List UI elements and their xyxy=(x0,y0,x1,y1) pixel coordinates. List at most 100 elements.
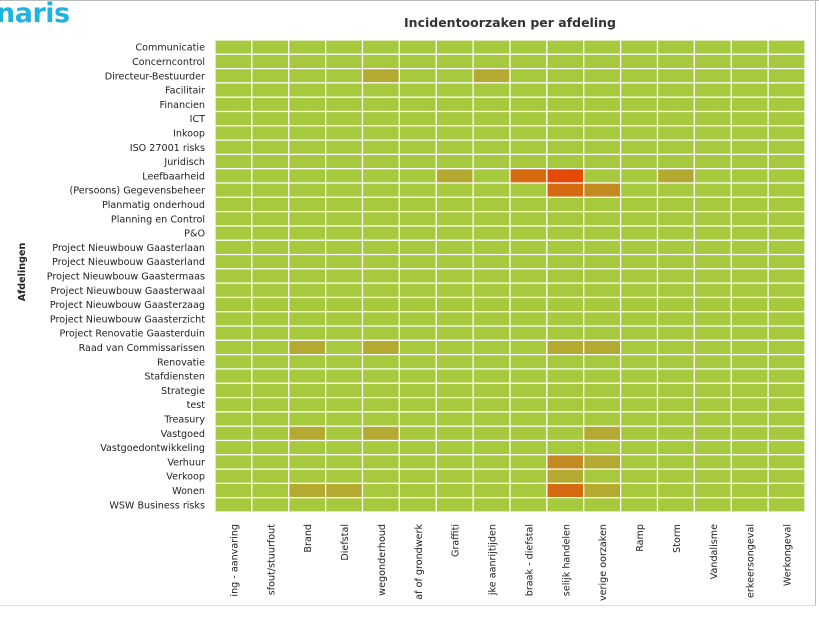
heatmap-cell xyxy=(730,411,769,427)
heatmap-cell xyxy=(435,168,474,184)
heatmap-cell xyxy=(361,68,400,84)
heatmap-cell xyxy=(214,325,253,341)
heatmap-cell xyxy=(288,53,327,70)
heatmap-cell xyxy=(620,497,659,513)
heatmap-cell xyxy=(288,296,327,313)
heatmap-cell xyxy=(509,153,548,170)
row-label: Verhuur xyxy=(167,457,205,468)
heatmap-cell xyxy=(251,182,290,198)
heatmap-cell xyxy=(361,482,400,499)
heatmap-cell xyxy=(435,311,474,327)
heatmap-cell xyxy=(251,497,290,513)
heatmap-cell xyxy=(509,497,548,513)
heatmap-cell xyxy=(693,153,732,170)
heatmap-cell xyxy=(435,153,474,170)
heatmap-cell xyxy=(656,53,695,70)
heatmap-cell xyxy=(398,325,437,341)
heatmap-cell xyxy=(693,368,732,384)
heatmap-cell xyxy=(251,311,290,327)
chart-title: Incidentoorzaken per afdeling xyxy=(404,15,616,30)
heatmap-cell xyxy=(472,325,511,341)
heatmap-cell xyxy=(472,454,511,470)
heatmap-cell xyxy=(509,211,548,227)
row-label: Communicatie xyxy=(135,43,205,54)
heatmap-cell xyxy=(398,282,437,299)
heatmap-cell xyxy=(583,339,622,356)
heatmap-cell xyxy=(361,139,400,156)
heatmap-cell xyxy=(509,396,548,413)
heatmap-cell xyxy=(398,125,437,141)
heatmap-cell xyxy=(251,168,290,184)
row-label: Project Nieuwbouw Gaasterzaag xyxy=(50,300,205,311)
heatmap-cell xyxy=(472,53,511,70)
heatmap-cell xyxy=(730,468,769,484)
heatmap-cell xyxy=(620,382,659,399)
heatmap-cell xyxy=(435,125,474,141)
heatmap-cell xyxy=(361,439,400,456)
column-label: erkeersongeval xyxy=(746,524,757,598)
heatmap-cell xyxy=(398,354,437,370)
heatmap-cell xyxy=(398,454,437,470)
heatmap-cell xyxy=(361,53,400,70)
heatmap-cell xyxy=(546,153,585,170)
heatmap-cell xyxy=(398,239,437,256)
heatmap-cell xyxy=(325,211,364,227)
heatmap-cell xyxy=(509,139,548,156)
heatmap-cell xyxy=(656,96,695,113)
heatmap-cell xyxy=(730,82,769,98)
column-label: ing - aanvaring xyxy=(229,524,240,597)
heatmap-cell xyxy=(656,153,695,170)
heatmap-cell xyxy=(546,125,585,141)
heatmap-cell xyxy=(730,268,769,284)
heatmap-cell xyxy=(251,354,290,370)
heatmap-cell xyxy=(435,339,474,356)
row-label: ISO 27001 risks xyxy=(130,143,205,154)
heatmap-cell xyxy=(620,354,659,370)
heatmap-cell xyxy=(435,139,474,156)
heatmap-cell xyxy=(398,497,437,513)
heatmap-cell xyxy=(472,296,511,313)
heatmap-cell xyxy=(435,354,474,370)
heatmap-cell xyxy=(620,211,659,227)
heatmap-cell xyxy=(730,153,769,170)
heatmap-cell xyxy=(325,153,364,170)
heatmap-cell xyxy=(546,282,585,299)
heatmap-cell xyxy=(693,82,732,98)
heatmap-cell xyxy=(288,468,327,484)
heatmap-cell xyxy=(325,125,364,141)
heatmap-cell xyxy=(509,425,548,442)
heatmap-cell xyxy=(398,425,437,442)
heatmap-cell xyxy=(583,239,622,256)
heatmap-cell xyxy=(472,339,511,356)
heatmap-cell xyxy=(546,396,585,413)
heatmap-cell xyxy=(435,296,474,313)
heatmap-cell xyxy=(546,253,585,270)
heatmap-cell xyxy=(620,53,659,70)
heatmap-cell xyxy=(546,425,585,442)
heatmap-cell xyxy=(620,168,659,184)
heatmap-cell xyxy=(583,39,622,55)
heatmap-cell xyxy=(693,282,732,299)
heatmap-cell xyxy=(361,311,400,327)
heatmap-cell xyxy=(767,110,806,127)
heatmap-cell xyxy=(509,368,548,384)
heatmap-cell xyxy=(325,239,364,256)
heatmap-cell xyxy=(620,411,659,427)
heatmap-cell xyxy=(656,211,695,227)
heatmap-cell xyxy=(693,225,732,241)
heatmap-cell xyxy=(583,125,622,141)
heatmap-cell xyxy=(398,253,437,270)
heatmap-cell xyxy=(730,425,769,442)
heatmap-cell xyxy=(472,39,511,55)
heatmap-cell xyxy=(730,325,769,341)
heatmap-cell xyxy=(398,296,437,313)
row-label: WSW Business risks xyxy=(109,500,205,511)
heatmap-cell xyxy=(730,454,769,470)
heatmap-cell xyxy=(730,354,769,370)
heatmap-cell xyxy=(398,396,437,413)
heatmap-cell xyxy=(730,239,769,256)
heatmap-cell xyxy=(509,468,548,484)
heatmap-cell xyxy=(398,196,437,213)
heatmap-cell xyxy=(214,411,253,427)
heatmap-cell xyxy=(546,339,585,356)
